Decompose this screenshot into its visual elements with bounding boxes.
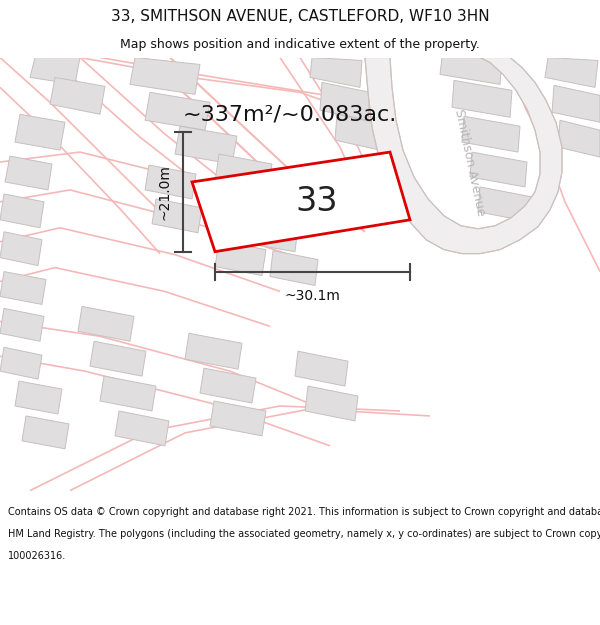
Polygon shape	[335, 114, 382, 150]
Text: Map shows position and indicative extent of the property.: Map shows position and indicative extent…	[120, 38, 480, 51]
Polygon shape	[152, 199, 202, 232]
Polygon shape	[310, 58, 362, 88]
Polygon shape	[210, 401, 266, 436]
Polygon shape	[200, 368, 256, 403]
Text: 33, SMITHSON AVENUE, CASTLEFORD, WF10 3HN: 33, SMITHSON AVENUE, CASTLEFORD, WF10 3H…	[110, 9, 490, 24]
Polygon shape	[440, 58, 502, 84]
Polygon shape	[478, 187, 532, 222]
Polygon shape	[130, 58, 200, 94]
Polygon shape	[545, 58, 598, 88]
Polygon shape	[115, 411, 169, 446]
Polygon shape	[215, 241, 266, 276]
Polygon shape	[248, 187, 302, 224]
Polygon shape	[365, 58, 562, 254]
Polygon shape	[192, 152, 410, 252]
Polygon shape	[175, 126, 237, 164]
Text: 33: 33	[296, 185, 338, 218]
Polygon shape	[0, 348, 42, 379]
Text: HM Land Registry. The polygons (including the associated geometry, namely x, y c: HM Land Registry. The polygons (includin…	[8, 529, 600, 539]
Polygon shape	[145, 92, 210, 130]
Polygon shape	[100, 376, 156, 411]
Polygon shape	[5, 156, 52, 190]
Polygon shape	[295, 351, 348, 386]
Polygon shape	[0, 194, 44, 228]
Polygon shape	[215, 154, 272, 192]
Polygon shape	[248, 219, 298, 252]
Text: ~21.0m: ~21.0m	[157, 164, 171, 220]
Text: ~337m²/~0.083ac.: ~337m²/~0.083ac.	[183, 104, 397, 124]
Text: Smithson Avenue: Smithson Avenue	[452, 107, 488, 217]
Polygon shape	[185, 333, 242, 369]
Text: ~30.1m: ~30.1m	[284, 289, 340, 304]
Polygon shape	[558, 120, 600, 157]
Polygon shape	[305, 386, 358, 421]
Polygon shape	[270, 251, 318, 286]
Polygon shape	[0, 232, 42, 266]
Polygon shape	[0, 272, 46, 304]
Polygon shape	[15, 114, 65, 150]
Polygon shape	[15, 381, 62, 414]
Polygon shape	[462, 116, 520, 152]
Polygon shape	[22, 416, 69, 449]
Text: 100026316.: 100026316.	[8, 551, 66, 561]
Polygon shape	[552, 86, 600, 122]
Polygon shape	[0, 308, 44, 341]
Polygon shape	[145, 165, 196, 199]
Polygon shape	[30, 58, 80, 84]
Text: Contains OS data © Crown copyright and database right 2021. This information is : Contains OS data © Crown copyright and d…	[8, 507, 600, 517]
Polygon shape	[320, 82, 370, 120]
Polygon shape	[452, 81, 512, 118]
Polygon shape	[470, 152, 527, 187]
Polygon shape	[90, 341, 146, 376]
Polygon shape	[50, 78, 105, 114]
Polygon shape	[78, 306, 134, 341]
